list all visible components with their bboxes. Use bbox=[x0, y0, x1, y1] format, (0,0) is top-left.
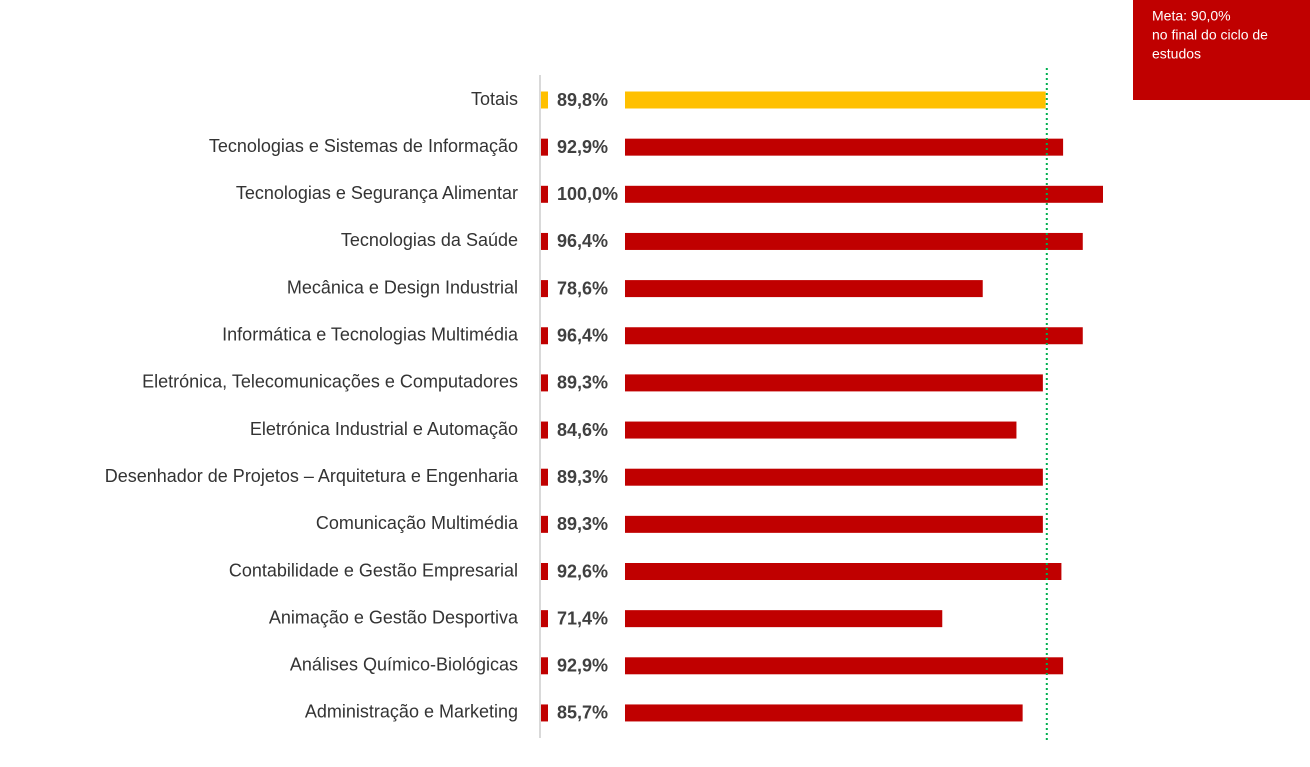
value-label-bg bbox=[548, 507, 625, 542]
value-label: 85,7% bbox=[557, 703, 608, 723]
annotation-text: Meta: 90,0% bbox=[1152, 8, 1231, 24]
value-label: 71,4% bbox=[557, 608, 608, 628]
bar bbox=[541, 563, 1062, 580]
bar bbox=[541, 657, 1064, 675]
category-label: Tecnologias e Segurança Alimentar bbox=[236, 183, 518, 203]
bar bbox=[541, 138, 1064, 156]
value-label: 89,3% bbox=[557, 373, 608, 393]
value-label-bg bbox=[548, 130, 625, 165]
value-label: 89,3% bbox=[557, 514, 608, 534]
value-label-bg bbox=[548, 83, 625, 117]
value-label: 96,4% bbox=[557, 326, 608, 346]
category-label: Totais bbox=[471, 89, 518, 109]
bar bbox=[541, 185, 1103, 203]
bar bbox=[541, 704, 1023, 722]
category-label: Eletrónica Industrial e Automação bbox=[250, 419, 518, 439]
category-label: Administração e Marketing bbox=[305, 702, 518, 722]
category-label: Comunicação Multimédia bbox=[316, 513, 519, 533]
category-label: Análises Químico-Biológicas bbox=[290, 655, 518, 675]
value-label-bg bbox=[548, 271, 625, 306]
annotation-box bbox=[1133, 0, 1310, 100]
category-label: Informática e Tecnologias Multimédia bbox=[222, 325, 519, 345]
value-label: 96,4% bbox=[557, 231, 608, 251]
bar bbox=[541, 515, 1043, 533]
value-label: 92,6% bbox=[557, 561, 608, 581]
value-label-bg bbox=[548, 601, 625, 636]
value-label: 100,0% bbox=[557, 184, 618, 204]
value-label-bg bbox=[548, 695, 625, 730]
bar bbox=[541, 421, 1017, 439]
bar bbox=[541, 232, 1083, 250]
value-label: 92,9% bbox=[557, 137, 608, 157]
bar bbox=[541, 610, 943, 628]
category-label: Mecânica e Design Industrial bbox=[287, 277, 518, 297]
value-label-bg bbox=[548, 554, 625, 589]
category-label: Animação e Gestão Desportiva bbox=[269, 607, 519, 627]
value-label-bg bbox=[548, 648, 625, 683]
bar bbox=[541, 327, 1083, 345]
value-label-bg bbox=[548, 318, 625, 353]
category-label: Contabilidade e Gestão Empresarial bbox=[229, 560, 518, 580]
value-label-bg bbox=[548, 460, 625, 495]
category-label: Tecnologias e Sistemas de Informação bbox=[209, 136, 518, 156]
annotation-text: no final do ciclo de bbox=[1152, 27, 1268, 43]
value-label: 89,3% bbox=[557, 467, 608, 487]
value-label-bg bbox=[548, 177, 625, 212]
bar bbox=[541, 280, 983, 298]
value-label: 89,8% bbox=[557, 90, 608, 110]
annotation-text: estudos bbox=[1152, 46, 1201, 62]
category-label: Tecnologias da Saúde bbox=[341, 230, 518, 250]
value-label-bg bbox=[548, 365, 625, 400]
value-label-bg bbox=[548, 224, 625, 259]
value-label: 84,6% bbox=[557, 420, 608, 440]
bar bbox=[541, 374, 1043, 392]
value-label: 78,6% bbox=[557, 278, 608, 298]
category-label: Desenhador de Projetos – Arquitetura e E… bbox=[105, 466, 519, 486]
value-label-bg bbox=[548, 413, 625, 448]
bar bbox=[541, 91, 1046, 109]
bar bbox=[541, 468, 1043, 486]
category-label: Eletrónica, Telecomunicações e Computado… bbox=[142, 372, 518, 392]
value-label: 92,9% bbox=[557, 656, 608, 676]
